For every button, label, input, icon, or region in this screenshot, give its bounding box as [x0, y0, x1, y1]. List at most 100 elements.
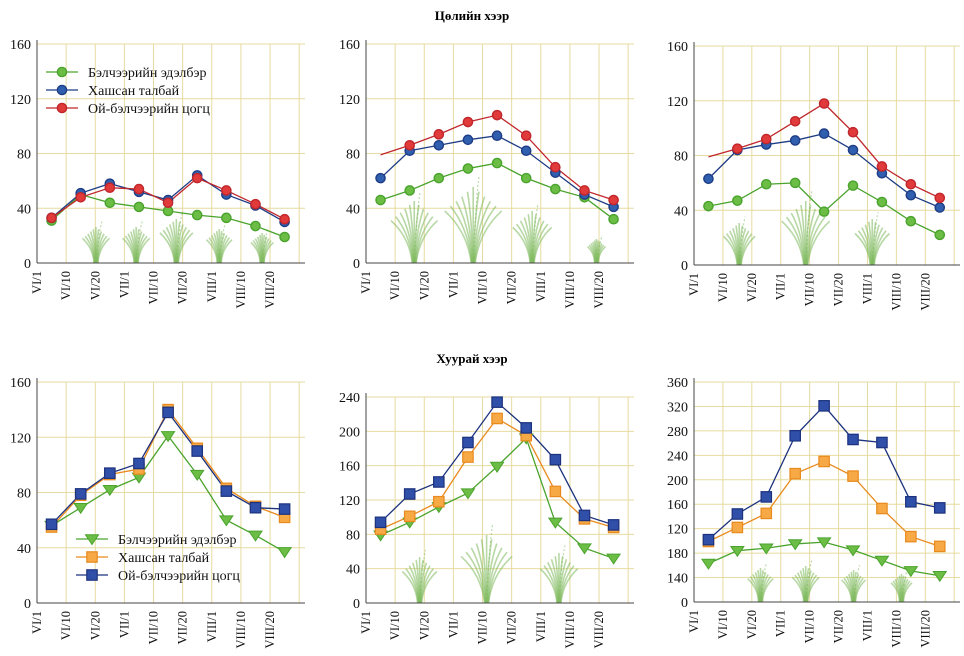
data-point: [731, 521, 744, 534]
data-point: [102, 485, 118, 497]
data-point: [462, 436, 474, 449]
x-tick-label: VI/20: [745, 610, 759, 639]
data-point: [491, 109, 503, 121]
grass-blade: [137, 237, 151, 264]
grass-blade: [474, 210, 503, 264]
x-tick-label: VIII/1: [860, 610, 874, 641]
data-point: [404, 139, 415, 151]
grass-seed-stem: [805, 560, 813, 603]
grass-blade: [415, 219, 439, 264]
legend-label: Хашсан талбай: [118, 551, 210, 566]
data-point: [876, 161, 888, 172]
data-point: [607, 519, 620, 531]
data-point: [491, 157, 503, 169]
data-point: [218, 515, 234, 527]
data-point: [133, 457, 145, 470]
data-point: [375, 194, 386, 206]
data-point: [221, 185, 232, 196]
data-point: [789, 467, 801, 480]
data-point: [491, 396, 503, 408]
data-point: [934, 229, 946, 241]
x-tick-label: VII/20: [505, 271, 519, 304]
grass-blade: [487, 555, 513, 604]
y-tick-label: 160: [667, 498, 688, 513]
y-tick-label: 320: [667, 400, 688, 415]
data-point: [433, 495, 445, 508]
x-tick-label: VI/1: [687, 273, 701, 296]
grass-blade: [806, 576, 820, 603]
data-point: [403, 510, 416, 523]
data-point: [876, 196, 888, 208]
series-line-3: [708, 102, 941, 199]
x-tick-label: VI/10: [716, 610, 730, 639]
y-tick-label: 180: [667, 547, 688, 562]
y-tick-label: 160: [339, 460, 360, 475]
x-tick-label: VII/10: [803, 273, 817, 306]
data-point: [189, 469, 205, 481]
y-tick-label: 0: [353, 257, 360, 272]
x-tick-label: VII/20: [176, 271, 190, 304]
x-tick-label: VIII/10: [234, 271, 248, 309]
y-tick-label: 240: [667, 449, 688, 464]
grass-blade: [740, 235, 756, 266]
data-point: [847, 144, 859, 156]
data-point: [191, 445, 204, 457]
x-tick-label: VIII/1: [860, 273, 874, 304]
data-point: [375, 172, 386, 184]
grass-blade: [597, 245, 607, 264]
x-tick-label: VII/10: [803, 610, 817, 643]
series-line-2: [707, 132, 941, 209]
data-point: [789, 429, 801, 442]
y-tick-label: 40: [346, 563, 360, 578]
y-tick-label: 40: [674, 204, 688, 219]
x-tick-label: VI/20: [88, 271, 102, 300]
x-tick-label: VII/20: [832, 610, 846, 643]
x-tick-label: VIII/10: [889, 610, 903, 648]
grass-seed-stem: [738, 216, 746, 266]
data-point: [789, 115, 801, 127]
x-tick-label: VIII/20: [592, 611, 606, 649]
data-point: [760, 178, 772, 190]
data-point: [104, 182, 116, 194]
grass-blade: [97, 237, 111, 264]
x-tick-label: VI/1: [30, 611, 44, 634]
data-point: [732, 195, 743, 206]
data-point: [905, 189, 917, 201]
y-tick-label: 0: [24, 597, 31, 612]
data-point: [162, 406, 174, 419]
data-point: [876, 436, 888, 449]
grass-seed-stem: [759, 562, 768, 603]
data-point: [758, 543, 774, 555]
data-point: [404, 185, 415, 196]
data-point: [905, 530, 917, 543]
data-point: [818, 206, 830, 217]
x-tick-label: VI/1: [30, 271, 44, 294]
data-point: [703, 173, 714, 185]
data-point: [550, 161, 561, 173]
x-tick-label: VI/10: [388, 271, 402, 300]
data-point: [608, 194, 619, 206]
data-point: [433, 476, 445, 488]
y-tick-label: 360: [667, 376, 688, 391]
data-point: [579, 185, 590, 196]
x-tick-label: VIII/10: [889, 273, 903, 311]
y-tick-label: 0: [681, 596, 688, 611]
y-tick-label: 80: [674, 150, 688, 165]
data-point: [279, 231, 290, 243]
y-tick-label: 0: [353, 597, 360, 612]
x-tick-label: VII/1: [446, 271, 460, 298]
chart-6: 0 140 180 120 160 200 240 280 320 360 VI/1 VI/10 VI/…: [667, 376, 960, 648]
data-point: [847, 433, 859, 446]
x-tick-label: VIII/1: [534, 611, 548, 642]
x-tick-label: VII/1: [774, 610, 788, 637]
chart-1: 0 40 80 120 160 VI/1 VI/10 VI/20 VII/1 VII/10 VII/…: [10, 38, 305, 309]
legend-label: Бэлчээрийн эдэлбэр: [88, 66, 206, 81]
data-point: [374, 516, 387, 529]
y-tick-label: 80: [346, 528, 360, 543]
data-point: [876, 502, 888, 515]
y-tick-label: 200: [339, 425, 360, 440]
grass-seed-stem: [413, 191, 421, 264]
x-tick-label: VIII/10: [563, 611, 577, 649]
data-point: [760, 507, 773, 520]
grass-blade: [854, 579, 867, 603]
